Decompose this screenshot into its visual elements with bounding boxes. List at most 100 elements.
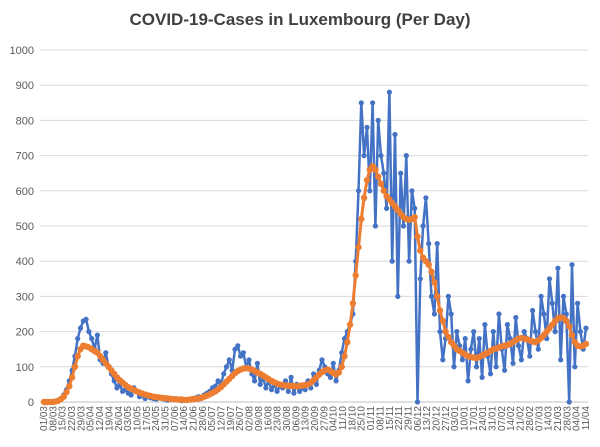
- data-point: [386, 89, 392, 95]
- data-point: [425, 261, 432, 268]
- x-tick-label: 29/11: [403, 406, 414, 431]
- x-tick-label: 10/01: [460, 406, 471, 431]
- data-point: [68, 374, 76, 381]
- data-point: [417, 247, 424, 254]
- x-tick-label: 27/09: [319, 406, 330, 431]
- data-point: [476, 336, 482, 342]
- data-point: [532, 329, 539, 335]
- data-point: [535, 346, 541, 352]
- data-point: [414, 233, 421, 240]
- data-point: [406, 258, 412, 264]
- chart-title: COVID-19-Cases in Luxembourg (Per Day): [129, 10, 471, 29]
- x-tick-label: 14/06: [179, 406, 190, 431]
- data-point: [335, 369, 343, 376]
- x-tick-label: 26/07: [235, 406, 246, 431]
- x-tick-label: 07/02: [497, 406, 508, 431]
- data-point: [411, 214, 418, 221]
- x-tick-label: 03/05: [123, 406, 134, 431]
- data-point: [75, 336, 81, 342]
- data-point: [431, 311, 437, 317]
- y-tick-label: 900: [16, 80, 34, 92]
- data-point: [428, 268, 435, 275]
- data-point: [546, 276, 553, 282]
- y-tick-label: 0: [28, 397, 34, 409]
- data-point: [440, 357, 446, 363]
- x-tick-label: 22/03: [67, 406, 78, 431]
- data-point: [341, 353, 348, 360]
- data-point: [372, 223, 378, 229]
- x-tick-label: 16/08: [263, 406, 274, 431]
- data-point: [409, 188, 415, 194]
- data-point: [223, 364, 230, 370]
- data-point: [434, 293, 441, 300]
- y-tick-label: 100: [16, 362, 34, 374]
- x-tick-label: 02/08: [245, 406, 256, 431]
- x-tick-label: 30/08: [282, 406, 293, 431]
- data-point: [254, 360, 260, 366]
- x-tick-label: 31/05: [160, 406, 171, 431]
- x-tick-label: 03/01: [450, 406, 461, 431]
- data-point: [240, 350, 246, 356]
- data-point: [274, 388, 280, 394]
- x-tick-label: 28/06: [198, 406, 209, 431]
- data-point: [493, 364, 499, 370]
- data-point: [257, 381, 263, 387]
- data-point: [327, 374, 333, 380]
- data-point: [465, 378, 471, 384]
- data-point: [268, 387, 275, 393]
- x-tick-label: 21/03: [553, 406, 564, 431]
- data-point: [434, 241, 440, 247]
- x-tick-label: 17/01: [469, 406, 480, 431]
- x-tick-label: 04/04: [572, 406, 583, 431]
- x-tick-label: 29/03: [76, 406, 87, 431]
- data-point: [504, 322, 510, 328]
- data-point: [577, 329, 584, 335]
- data-point: [552, 329, 558, 335]
- data-point: [355, 243, 362, 251]
- data-point: [400, 223, 407, 229]
- data-point: [549, 300, 555, 306]
- data-point: [355, 188, 362, 194]
- x-tick-label: 05/07: [207, 406, 218, 431]
- data-point: [103, 350, 109, 356]
- data-point: [560, 293, 567, 299]
- data-point: [482, 322, 488, 328]
- data-point: [364, 124, 370, 130]
- data-point: [370, 100, 376, 106]
- x-tick-label: 08/03: [48, 406, 59, 431]
- data-point: [403, 153, 409, 159]
- data-point: [71, 363, 79, 370]
- data-point: [426, 241, 432, 247]
- data-point: [232, 346, 238, 352]
- data-point: [291, 390, 297, 396]
- data-point: [566, 323, 573, 330]
- y-tick-label: 800: [16, 115, 34, 127]
- x-tick-label: 01/03: [39, 406, 50, 431]
- data-point: [445, 293, 451, 299]
- data-point: [263, 385, 269, 391]
- data-point: [378, 153, 384, 159]
- x-tick-label: 28/03: [562, 406, 573, 431]
- x-tick-label: 22/11: [394, 406, 405, 431]
- data-point: [352, 272, 359, 279]
- data-point: [502, 367, 508, 373]
- data-point: [414, 399, 421, 405]
- y-tick-label: 600: [16, 186, 34, 198]
- data-point: [221, 371, 227, 377]
- data-point: [583, 325, 589, 331]
- data-point: [128, 392, 134, 398]
- x-tick-label: 24/01: [478, 406, 489, 431]
- data-point: [468, 346, 474, 352]
- data-point: [377, 180, 385, 187]
- data-point: [445, 333, 452, 341]
- data-point: [338, 363, 345, 370]
- data-point: [252, 378, 258, 384]
- data-point: [285, 388, 291, 394]
- data-point: [527, 353, 533, 359]
- data-point: [439, 317, 446, 325]
- data-point: [358, 100, 364, 106]
- x-tick-label: 15/11: [385, 406, 396, 431]
- data-point: [582, 340, 590, 348]
- data-point: [555, 265, 561, 271]
